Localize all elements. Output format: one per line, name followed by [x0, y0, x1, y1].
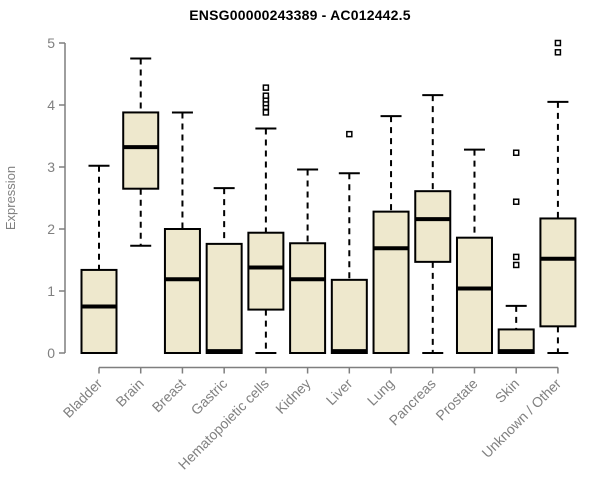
x-tick-label: Unknown / Other: [478, 375, 564, 461]
outlier-point: [262, 92, 270, 99]
x-tick-label: Lung: [364, 375, 397, 408]
outlier-point: [512, 149, 520, 156]
box: [372, 210, 410, 354]
outlier-point: [262, 109, 270, 116]
outlier-point: [346, 130, 353, 138]
box: [247, 231, 285, 311]
x-tick-label: Breast: [149, 375, 189, 415]
outlier-point: [512, 253, 520, 261]
outlier-point: [554, 49, 562, 56]
x-tick-label: Liver: [323, 375, 356, 408]
box: [414, 190, 452, 263]
x-tick-label: Skin: [492, 375, 523, 406]
y-tick-label: 1: [47, 283, 55, 299]
x-tick-label: Bladder: [60, 375, 106, 421]
outlier-point: [262, 84, 270, 91]
outlier-point: [512, 261, 520, 269]
box: [330, 278, 368, 354]
outlier-point: [554, 39, 562, 47]
y-axis-label: Expression: [3, 166, 18, 230]
x-tick-label: Brain: [112, 375, 146, 409]
box: [122, 111, 160, 190]
box: [80, 268, 118, 355]
y-tick-label: 4: [47, 97, 55, 113]
x-tick-label: Prostate: [432, 375, 480, 423]
chart-title: ENSG00000243389 - AC012442.5: [189, 7, 411, 23]
box: [205, 242, 243, 355]
outlier-point: [512, 198, 520, 205]
y-tick-label: 2: [47, 221, 55, 237]
y-tick-label: 5: [47, 35, 55, 51]
x-tick-label: Kidney: [272, 375, 314, 417]
box: [289, 242, 327, 354]
y-tick-label: 0: [47, 345, 55, 361]
y-tick-label: 3: [47, 159, 55, 175]
box: [539, 217, 577, 328]
box: [163, 228, 201, 354]
box: [455, 236, 493, 354]
